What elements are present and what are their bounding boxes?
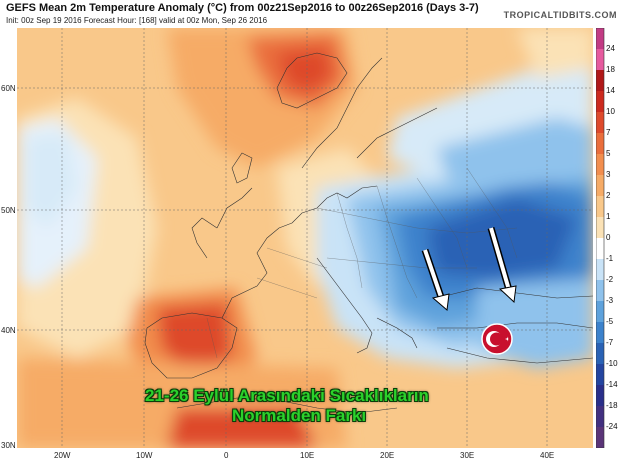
- colorbar-tick-label: -3: [606, 296, 614, 305]
- lon-label: 10E: [300, 451, 315, 460]
- colorbar-swatch: [596, 154, 604, 176]
- colorbar-tick-label: -5: [606, 317, 614, 326]
- colorbar-tick-label: 24: [606, 44, 615, 53]
- lat-label: 50N: [1, 206, 16, 215]
- colorbar: [596, 28, 605, 448]
- colorbar-swatch: [596, 70, 604, 92]
- graticule: [17, 28, 593, 448]
- colorbar-swatch: [596, 259, 604, 281]
- map-header: GEFS Mean 2m Temperature Anomaly (°C) fr…: [0, 0, 625, 28]
- colorbar-swatch: [596, 175, 604, 197]
- turkish-flag-icon: [481, 323, 513, 355]
- map-subtitle: Init: 00z Sep 19 2016 Forecast Hour: [16…: [6, 16, 268, 25]
- colorbar-swatch: [596, 238, 604, 260]
- lat-label: 40N: [1, 326, 16, 335]
- colorbar-swatch: [596, 301, 604, 323]
- lon-label: 20E: [380, 451, 395, 460]
- colorbar-swatch: [596, 133, 604, 155]
- colorbar-tick-label: 10: [606, 107, 615, 116]
- lon-label: 30E: [460, 451, 475, 460]
- colorbar-tick-label: -24: [606, 422, 618, 431]
- colorbar-tick-label: 0: [606, 233, 611, 242]
- lon-label: 20W: [54, 451, 71, 460]
- colorbar-swatch: [596, 406, 604, 428]
- colorbar-swatch: [596, 196, 604, 218]
- colorbar-swatch: [596, 322, 604, 344]
- colorbar-tick-label: 7: [606, 128, 611, 137]
- colorbar-swatch: [596, 217, 604, 239]
- colorbar-tick-label: 18: [606, 65, 615, 74]
- caption-line-2: Normalden Farkı: [232, 406, 367, 425]
- trend-arrow-right: [487, 227, 517, 304]
- caption-line-1: 21-26 Eylül Arasındaki Sıcaklıkların: [145, 386, 429, 405]
- colorbar-swatch: [596, 427, 604, 448]
- temperature-anomaly-map: [17, 28, 593, 448]
- lon-label: 10W: [136, 451, 153, 460]
- colorbar-tick-label: -2: [606, 275, 614, 284]
- colorbar-swatch: [596, 385, 604, 407]
- colorbar-tick-label: 14: [606, 86, 615, 95]
- colorbar-swatch: [596, 343, 604, 365]
- map-title: GEFS Mean 2m Temperature Anomaly (°C) fr…: [6, 2, 479, 14]
- lon-label: 0: [224, 451, 229, 460]
- colorbar-tick-label: 5: [606, 149, 611, 158]
- trend-arrow-left: [421, 248, 450, 311]
- lon-label: 40E: [540, 451, 555, 460]
- colorbar-swatch: [596, 28, 604, 50]
- colorbar-swatch: [596, 280, 604, 302]
- colorbar-tick-label: 2: [606, 191, 611, 200]
- country-borders: [206, 167, 518, 359]
- brand-watermark: TROPICALTIDBITS.COM: [503, 10, 617, 20]
- colorbar-tick-label: -7: [606, 338, 614, 347]
- lat-label: 60N: [1, 84, 16, 93]
- colorbar-swatch: [596, 91, 604, 113]
- colorbar-tick-label: -1: [606, 254, 614, 263]
- colorbar-tick-label: 3: [606, 170, 611, 179]
- lat-label: 30N: [1, 441, 16, 450]
- colorbar-swatch: [596, 112, 604, 134]
- anomaly-field: [17, 28, 593, 448]
- colorbar-frame: [596, 28, 605, 448]
- colorbar-tick-label: -14: [606, 380, 618, 389]
- colorbar-tick-label: -10: [606, 359, 618, 368]
- colorbar-swatch: [596, 49, 604, 71]
- colorbar-tick-label: -18: [606, 401, 618, 410]
- colorbar-tick-label: 1: [606, 212, 611, 221]
- colorbar-swatch: [596, 364, 604, 386]
